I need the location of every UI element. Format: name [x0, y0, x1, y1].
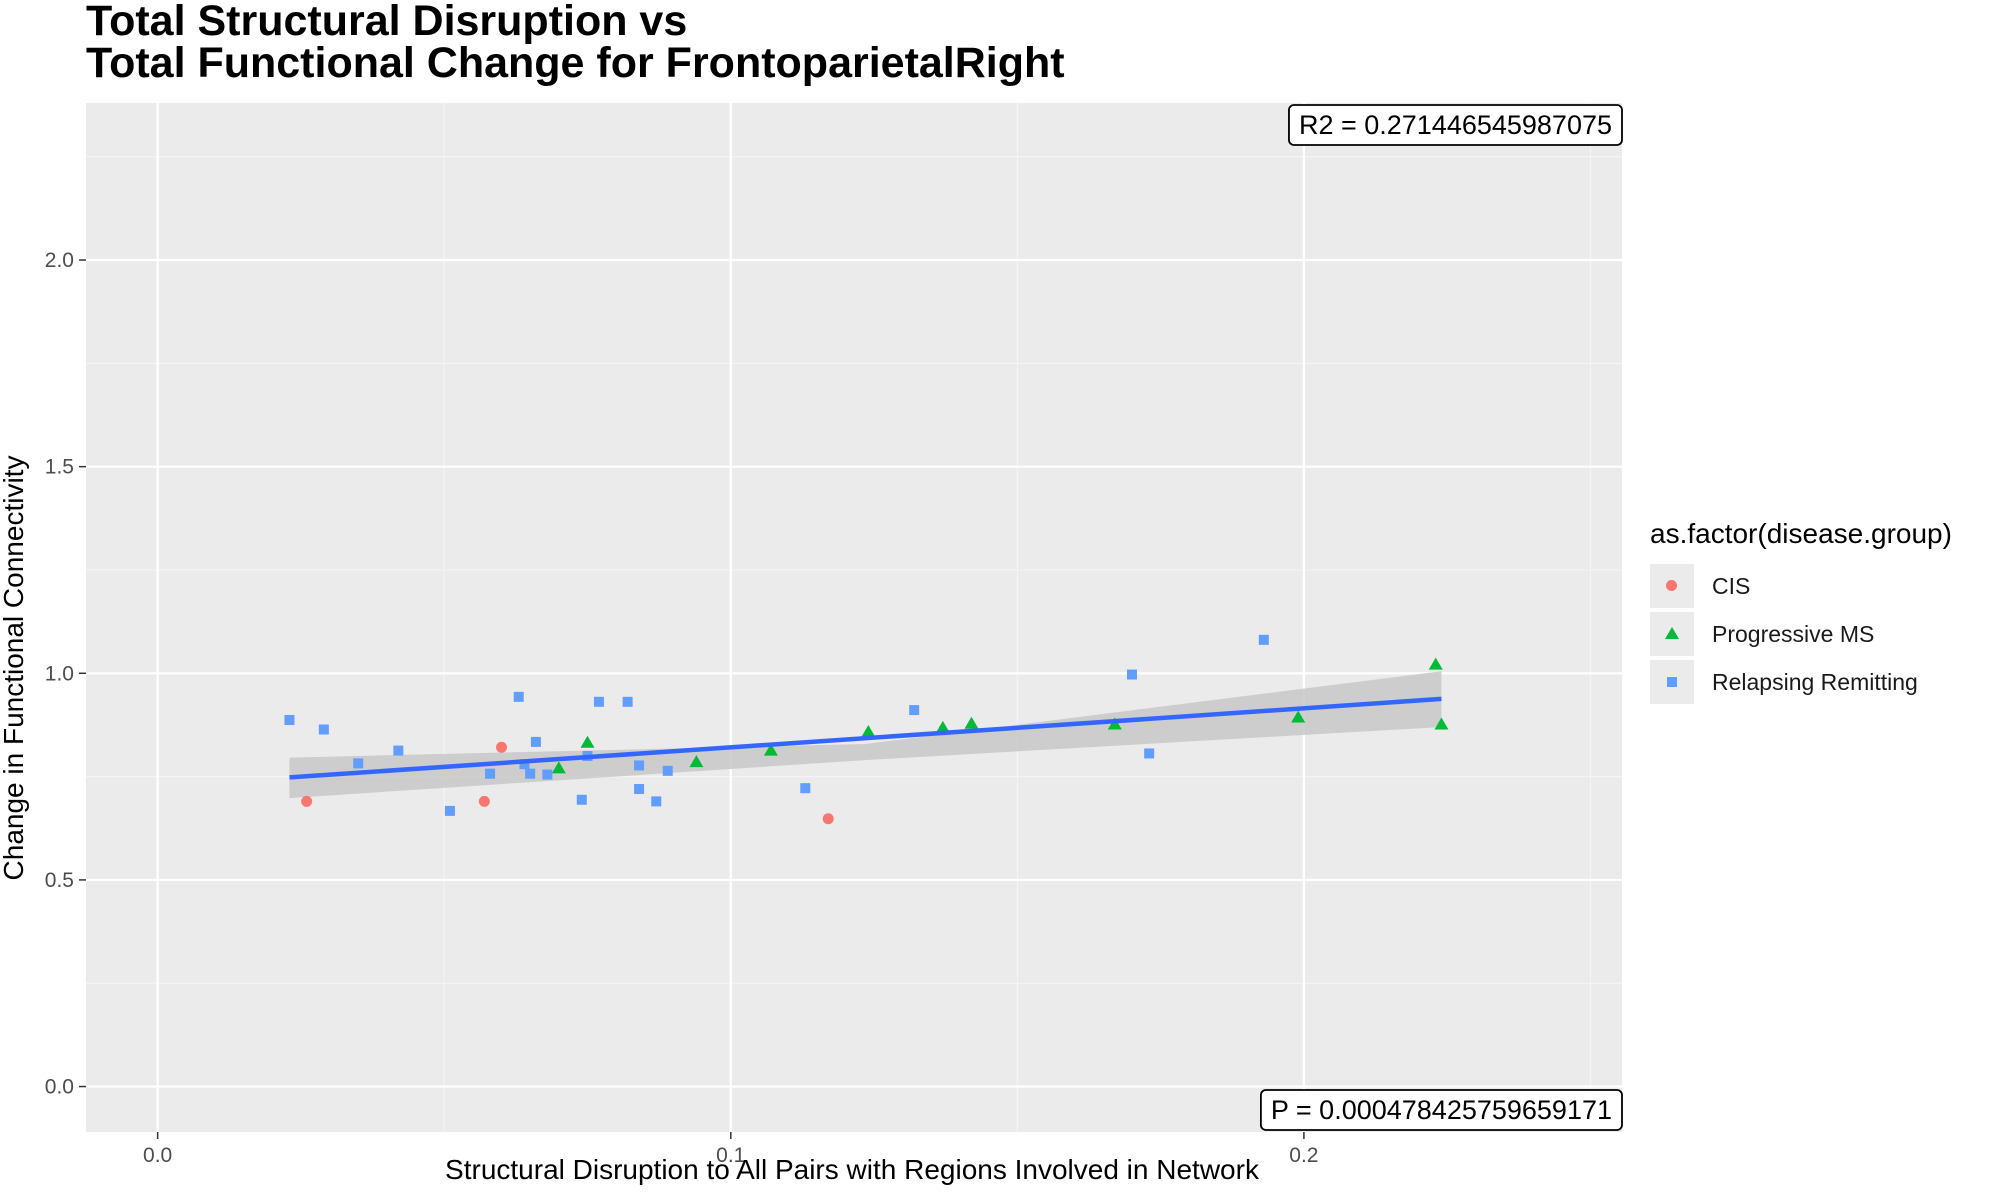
legend-label-relapsing-remitting: Relapsing Remitting: [1712, 668, 1918, 695]
point-cis: [478, 795, 490, 807]
p-value-annotation-box: [1259, 1089, 1623, 1131]
point-progressive-ms: [935, 720, 950, 733]
legend-label-progressive-ms: Progressive MS: [1712, 620, 1875, 647]
point-progressive-ms: [1428, 657, 1443, 670]
legend: as.factor(disease.group) CIS Progressive…: [1650, 518, 1952, 706]
r2-annotation: R2 = 0.271446545987075: [1299, 110, 1612, 140]
point-relapsing-remitting: [485, 768, 496, 779]
point-progressive-ms: [1434, 717, 1449, 730]
point-relapsing-remitting: [318, 724, 329, 735]
x-tick-label: 0.1: [716, 1144, 745, 1167]
chart-title-line-2: Total Functional Change for Frontopariet…: [86, 39, 1065, 87]
x-tick-label: 0.0: [143, 1144, 172, 1167]
y-tick-label: 1.0: [45, 662, 74, 685]
circle-marker-icon: [1666, 580, 1677, 591]
point-relapsing-remitting: [444, 805, 455, 816]
point-progressive-ms: [964, 716, 979, 729]
point-relapsing-remitting: [1258, 634, 1269, 645]
regression-line: [289, 696, 1442, 780]
y-tick-label: 2.0: [45, 249, 74, 272]
point-relapsing-remitting: [353, 758, 364, 769]
point-cis: [496, 741, 508, 753]
point-progressive-ms: [1107, 717, 1122, 730]
point-progressive-ms: [551, 761, 566, 774]
square-marker-icon: [1667, 677, 1677, 687]
point-relapsing-remitting: [622, 696, 633, 707]
point-relapsing-remitting: [634, 760, 645, 771]
point-cis: [822, 813, 834, 825]
legend-title: as.factor(disease.group): [1650, 518, 1952, 549]
point-relapsing-remitting: [662, 765, 673, 776]
y-tick-label: 1.5: [45, 456, 74, 479]
point-relapsing-remitting: [1126, 669, 1137, 680]
point-cis: [301, 795, 313, 807]
triangle-marker-icon: [1665, 627, 1679, 639]
point-relapsing-remitting: [513, 691, 524, 702]
point-relapsing-remitting: [576, 794, 587, 805]
y-tick-label: 0.0: [45, 1076, 74, 1099]
p-value-annotation: P = 0.000478425759659171: [1271, 1095, 1612, 1125]
point-relapsing-remitting: [634, 784, 645, 794]
point-relapsing-remitting: [519, 759, 530, 770]
confidence-ribbon: [289, 671, 1442, 799]
legend-key-progressive-ms: [1650, 612, 1694, 656]
plot-panel: [86, 103, 1622, 1132]
legend-item-cis: CIS: [1650, 562, 1952, 610]
point-relapsing-remitting: [593, 696, 604, 707]
y-tick-label: 0.5: [45, 869, 74, 892]
point-progressive-ms: [689, 755, 704, 768]
point-relapsing-remitting: [800, 783, 811, 794]
legend-key-cis: [1650, 564, 1694, 608]
chart-title-line-1: Total Structural Disruption vs: [86, 0, 688, 45]
point-progressive-ms: [1291, 710, 1306, 723]
legend-item-relapsing-remitting: Relapsing Remitting: [1650, 658, 1952, 706]
point-relapsing-remitting: [651, 796, 662, 807]
y-axis-title: Change in Functional Connectivity: [0, 455, 29, 881]
r2-annotation-box: [1288, 104, 1623, 146]
x-axis-title: Structural Disruption to All Pairs with …: [445, 1154, 1259, 1185]
point-progressive-ms: [763, 743, 778, 756]
legend-label-cis: CIS: [1712, 572, 1751, 599]
point-relapsing-remitting: [393, 745, 404, 756]
point-progressive-ms: [861, 724, 876, 737]
legend-item-progressive-ms: Progressive MS: [1650, 610, 1952, 658]
point-relapsing-remitting: [542, 769, 553, 780]
point-progressive-ms: [580, 735, 595, 748]
point-relapsing-remitting: [1144, 748, 1155, 759]
x-tick-label: 0.2: [1289, 1144, 1318, 1167]
point-relapsing-remitting: [525, 768, 536, 779]
point-relapsing-remitting: [530, 736, 541, 747]
point-relapsing-remitting: [284, 714, 295, 725]
legend-key-relapsing-remitting: [1650, 660, 1694, 704]
point-relapsing-remitting: [909, 705, 920, 716]
